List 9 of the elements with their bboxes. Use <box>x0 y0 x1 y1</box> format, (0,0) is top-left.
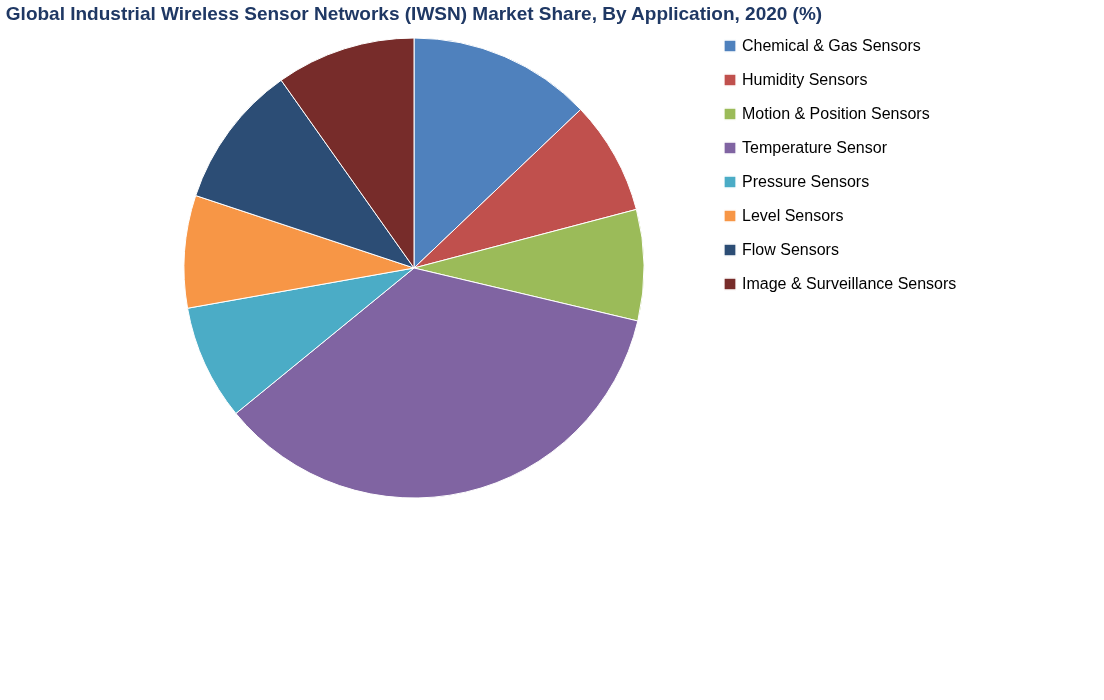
chart-title: Global Industrial Wireless Sensor Networks (IWSN) Market Share, By Application, 2020 (%) <box>5 3 823 24</box>
legend-label: Temperature Sensor <box>742 139 888 156</box>
legend-label: Chemical & Gas Sensors <box>742 37 921 54</box>
legend-label: Pressure Sensors <box>742 173 870 190</box>
legend-label: Humidity Sensors <box>742 71 868 88</box>
legend-label: Motion & Position Sensors <box>742 105 930 122</box>
legend-label: Level Sensors <box>742 207 844 224</box>
legend-label: Flow Sensors <box>742 241 839 258</box>
legend-label: Image & Surveillance Sensors <box>742 275 957 292</box>
